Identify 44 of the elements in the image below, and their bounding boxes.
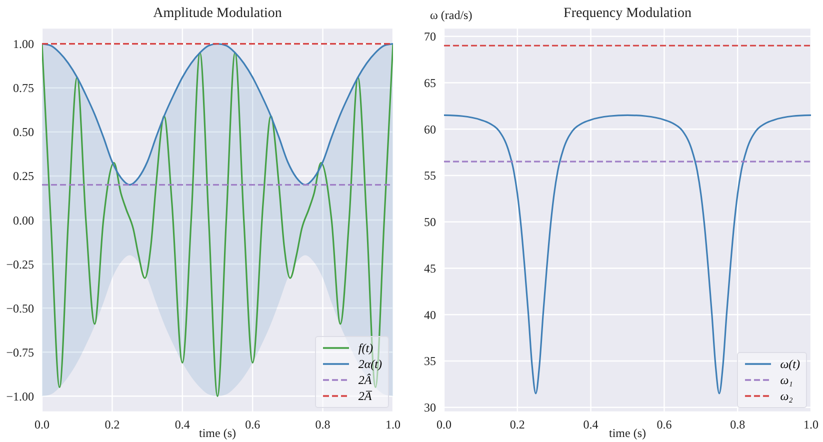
- y-tick-label: 0.75: [13, 81, 34, 96]
- y-tick-label: −0.50: [6, 301, 34, 316]
- y-tick-label: 65: [424, 76, 436, 90]
- line-series: [42, 43, 393, 186]
- y-tick-label: 55: [424, 168, 436, 183]
- y-tick-label: 0.00: [13, 213, 34, 228]
- y-tick-label: 40: [424, 308, 436, 322]
- y-tick-label: −0.25: [6, 257, 34, 272]
- x-tick-label: 0.6: [656, 418, 672, 432]
- x-tick-label: 0.4: [583, 418, 598, 432]
- x-axis-title: time (s): [199, 426, 236, 440]
- y-tick-label: 60: [424, 122, 436, 136]
- legend-label: 2α(t): [358, 356, 382, 372]
- legend-label: 2A̅: [358, 388, 372, 404]
- x-tick-label: 0.0: [436, 418, 452, 432]
- y-tick-label: 50: [424, 215, 436, 230]
- x-tick-label: 1.0: [804, 418, 818, 432]
- y-tick-label: 35: [424, 354, 436, 368]
- x-tick-label: 1.0: [386, 418, 400, 432]
- legend-label: ω(t): [780, 356, 800, 372]
- legend-label: ω₁: [780, 372, 793, 388]
- x-tick-label: 0.8: [730, 418, 746, 432]
- y-axis-title: ω (rad/s): [430, 8, 472, 23]
- y-tick-label: 70: [424, 30, 436, 44]
- chart-title: Frequency Modulation: [564, 6, 692, 21]
- x-tick-label: 0.6: [245, 418, 260, 432]
- x-tick-label: 0.8: [315, 418, 330, 432]
- y-tick-label: 0.25: [13, 169, 34, 184]
- x-tick-label: 0.4: [174, 418, 190, 432]
- y-tick-label: 45: [424, 261, 436, 276]
- y-tick-label: −0.75: [6, 345, 34, 360]
- legend-label: f(t): [358, 340, 374, 356]
- x-axis-title: time (s): [609, 426, 646, 440]
- legend-label: ω₂: [780, 388, 793, 404]
- y-tick-label: −1.00: [6, 389, 34, 404]
- y-tick-label: 0.50: [13, 125, 34, 140]
- chart-title: Amplitude Modulation: [152, 6, 283, 22]
- line-series: [444, 114, 811, 394]
- x-tick-label: 0.2: [104, 418, 120, 432]
- y-tick-label: 1.00: [13, 37, 34, 52]
- y-tick-label: 30: [424, 400, 436, 415]
- legend-label: 2Â: [358, 372, 372, 388]
- x-tick-label: 0.2: [510, 418, 525, 432]
- x-tick-label: 0.0: [34, 418, 50, 432]
